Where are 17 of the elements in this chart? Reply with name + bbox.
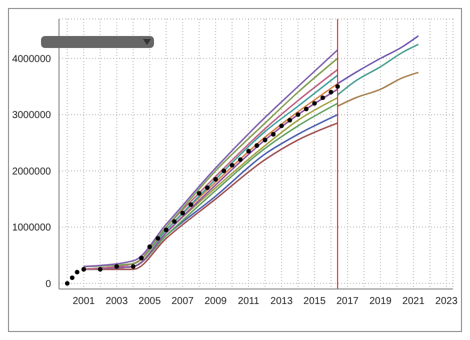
x-tick-label: 2015 — [303, 296, 326, 308]
y-tick-label: 1000000 — [12, 222, 52, 234]
x-tick-label: 2017 — [336, 296, 360, 308]
y-tick-label: 4000000 — [12, 54, 52, 65]
x-tick-label: 2011 — [238, 296, 260, 308]
x-tick-label: 2001 — [72, 296, 96, 308]
x-tick-label: 2005 — [138, 296, 162, 308]
x-tick-label: 2021 — [402, 296, 425, 308]
y-tick-label: 2000000 — [12, 166, 52, 178]
y-tick-label: 3000000 — [12, 110, 52, 122]
x-tick-label: 2019 — [369, 296, 392, 308]
x-tick-label: 2007 — [172, 296, 194, 308]
x-tick-label: 2003 — [106, 296, 128, 308]
x-tick-label: 2023 — [435, 296, 458, 308]
y-tick-label: 0 — [45, 278, 52, 290]
x-tick-label: 2013 — [270, 296, 294, 308]
x-tick-label: 2009 — [204, 296, 228, 308]
